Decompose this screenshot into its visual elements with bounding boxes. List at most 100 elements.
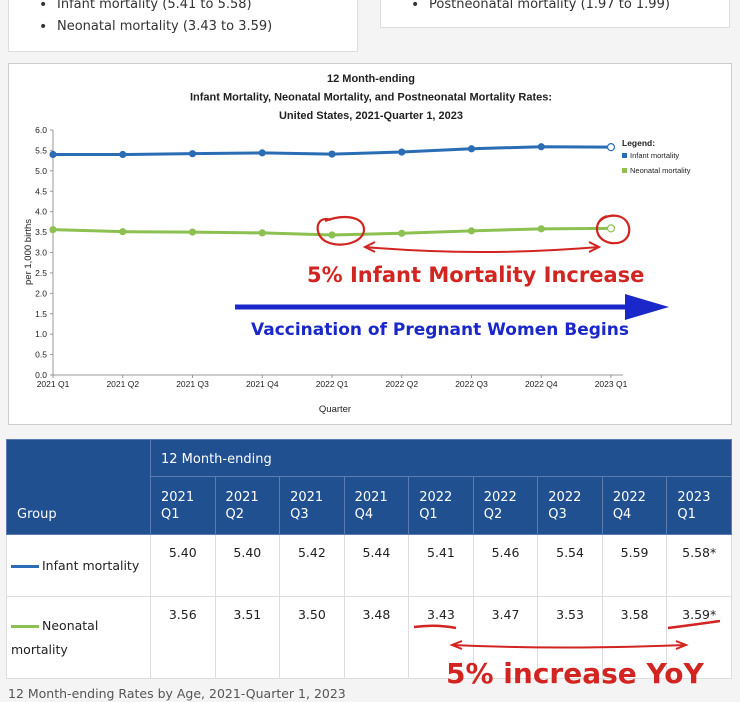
data-point xyxy=(49,150,57,159)
value-cell: 3.50 xyxy=(279,596,345,679)
quarter-label: Q2 xyxy=(483,507,503,522)
value-cell: 3.56 xyxy=(150,596,216,679)
data-table: Group 12 Month-ending 2021 Q1 2021 Q2 2021 Q3… xyxy=(6,439,732,679)
group-label: Infant mortality xyxy=(42,557,140,573)
summary-card-left: Infant mortality (5.41 to 5.58) Neonatal… xyxy=(8,0,358,52)
circle-mark-2022q1 xyxy=(316,215,366,246)
summary-item-postneonatal: Postneonatal mortality (1.97 to 1.99) xyxy=(381,0,729,16)
x-axis-label: Quarter xyxy=(319,404,351,415)
red-arrow-head-left xyxy=(362,241,376,253)
data-point xyxy=(537,143,545,151)
quarter-header: 2021 Q4 xyxy=(343,476,410,535)
quarter-year: 2022 xyxy=(419,490,453,505)
quarter-year: 2022 xyxy=(548,490,582,505)
group-cell: Neonatal mortality xyxy=(6,596,151,679)
value-cell: 3.43 xyxy=(408,596,474,679)
data-point xyxy=(258,229,266,237)
summary-list-right: Postneonatal mortality (1.97 to 1.99) xyxy=(381,0,729,16)
data-point xyxy=(119,228,127,236)
data-point xyxy=(398,148,406,156)
quarter-year: 2021 xyxy=(354,490,388,505)
quarter-year: 2022 xyxy=(612,490,646,505)
data-point xyxy=(606,143,616,152)
x-tick-label: 2022 Q2 xyxy=(385,379,418,389)
data-point xyxy=(188,150,197,158)
value-cell: 5.40 xyxy=(214,534,281,597)
series-swatch xyxy=(11,564,39,568)
data-point xyxy=(467,145,476,153)
quarter-header: 2022 Q2 xyxy=(472,476,539,535)
data-point xyxy=(606,224,616,233)
legend-swatch xyxy=(622,168,627,173)
group-cell: Infant mortality xyxy=(6,534,151,597)
data-point xyxy=(258,149,266,157)
y-tick-label: 0.5 xyxy=(35,350,47,360)
y-tick-label: 3.5 xyxy=(35,227,47,237)
quarter-year: 2023 xyxy=(677,490,711,505)
span-header: 12 Month-ending xyxy=(150,439,732,477)
summary-card-right: Postneonatal mortality (1.97 to 1.99) xyxy=(380,0,730,28)
quarter-year: 2022 xyxy=(483,490,517,505)
y-tick-label: 4.5 xyxy=(35,186,47,196)
value-cell: 3.58 xyxy=(601,596,668,679)
data-point xyxy=(328,231,336,239)
value-cell: 3.51 xyxy=(214,596,281,679)
x-tick-label: 2023 Q1 xyxy=(595,379,628,389)
data-point xyxy=(188,228,197,236)
data-point xyxy=(467,227,476,235)
quarter-label: Q3 xyxy=(548,507,567,522)
data-point xyxy=(398,229,406,237)
value-cell: 5.40 xyxy=(150,534,216,597)
line-chart: 12 Month-ending Infant Mortality, Neonata… xyxy=(23,73,691,415)
group-header: Group xyxy=(6,439,151,535)
x-tick-label: 2022 Q3 xyxy=(455,379,488,389)
summary-item-neonatal: Neonatal mortality (3.43 to 3.59) xyxy=(9,16,357,38)
x-tick-label: 2021 Q2 xyxy=(106,379,139,389)
summary-item-infant: Infant mortality (5.41 to 5.58) xyxy=(9,0,357,16)
quarter-label: Q4 xyxy=(612,507,632,522)
chart-title-line-1: 12 Month-ending xyxy=(327,73,415,85)
legend-item-label: Neonatal mortality xyxy=(630,166,691,175)
quarter-header: 2021 Q2 xyxy=(214,476,281,535)
quarter-label: Q3 xyxy=(290,507,309,522)
table-row: Infant mortality 5.40 5.40 5.42 5.44 5.41 5.46… xyxy=(6,534,732,597)
group-label: Neonatal mortality xyxy=(11,617,99,657)
quarter-header: 2022 Q3 xyxy=(537,476,603,535)
data-table-wrapper: Group 12 Month-ending 2021 Q1 2021 Q2 2021 Q3… xyxy=(6,439,732,679)
data-point xyxy=(119,150,127,159)
series-swatch xyxy=(11,624,39,628)
quarter-header: 2021 Q3 xyxy=(279,476,345,535)
value-cell: 5.42 xyxy=(279,534,345,597)
chart-annotation-red: 5% Infant Mortality Increase xyxy=(307,263,644,287)
quarter-header: 2021 Q1 xyxy=(150,476,216,535)
value-cell: 5.46 xyxy=(472,534,539,597)
y-tick-label: 4.0 xyxy=(35,207,47,217)
chart-annotation-blue: Vaccination of Pregnant Women Begins xyxy=(251,320,629,340)
x-tick-label: 2021 Q3 xyxy=(176,379,209,389)
value-cell: 5.44 xyxy=(343,534,410,597)
y-tick-label: 3.0 xyxy=(35,248,47,258)
legend-item-label: Infant mortality xyxy=(630,151,679,160)
quarter-header: 2022 Q4 xyxy=(601,476,668,535)
summary-list-left: Infant mortality (5.41 to 5.58) Neonatal… xyxy=(9,0,357,38)
data-point xyxy=(537,225,545,233)
value-cell: 3.47 xyxy=(472,596,539,679)
data-point xyxy=(49,226,57,234)
value-cell: 3.59* xyxy=(666,596,732,679)
value-cell: 5.41 xyxy=(408,534,474,597)
x-tick-label: 2021 Q4 xyxy=(246,379,279,389)
chart-title-line-3: United States, 2021-Quarter 1, 2023 xyxy=(279,110,463,122)
legend-swatch xyxy=(622,153,627,158)
chart-panel: 12 Month-ending Infant Mortality, Neonata… xyxy=(8,63,732,425)
chart-title-line-2: Infant Mortality, Neonatal Mortality, an… xyxy=(190,92,552,104)
quarter-label: Q2 xyxy=(225,507,245,522)
quarter-label: Q1 xyxy=(161,507,180,522)
y-tick-label: 2.5 xyxy=(35,268,47,278)
value-cell: 3.53 xyxy=(537,596,603,679)
quarter-header: 2023 Q1 xyxy=(666,476,732,535)
value-cell: 3.48 xyxy=(343,596,410,679)
value-cell: 5.59 xyxy=(601,534,668,597)
y-tick-label: 1.5 xyxy=(35,309,47,319)
circle-mark-2023q1 xyxy=(595,214,631,245)
quarter-label: Q4 xyxy=(354,507,374,522)
